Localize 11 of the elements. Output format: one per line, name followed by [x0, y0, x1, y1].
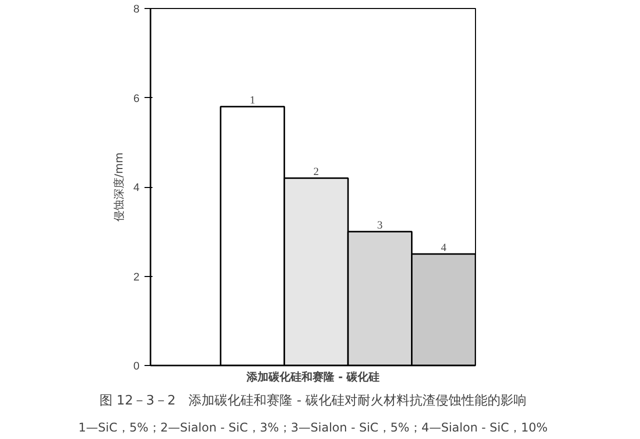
y-tick-label: 0: [133, 360, 140, 372]
y-tick-label: 2: [133, 271, 140, 284]
y-tick-label: 4: [133, 182, 140, 194]
y-tick-label: 8: [133, 4, 140, 16]
y-tick-label: 6: [133, 92, 140, 105]
text: 图 12－3－2 添加碳化硅和赛隆 - 碳化硅对耐火材料抗渣侵蚀性能的影响: [99, 392, 527, 408]
x-tick-label: 1: [250, 94, 256, 107]
y-axis-title: 侵蚀深度/mm: [112, 152, 126, 222]
x-tick-label: 3: [377, 220, 384, 232]
text: 1—SiC，5%；2—Sialon - SiC，3%；3—Sialon - SiC，5%；4—Sialon - SiC，10%: [78, 420, 548, 434]
x-axis-title: 添加碳化硅和赛隆 - 碳化硅: [245, 370, 380, 384]
